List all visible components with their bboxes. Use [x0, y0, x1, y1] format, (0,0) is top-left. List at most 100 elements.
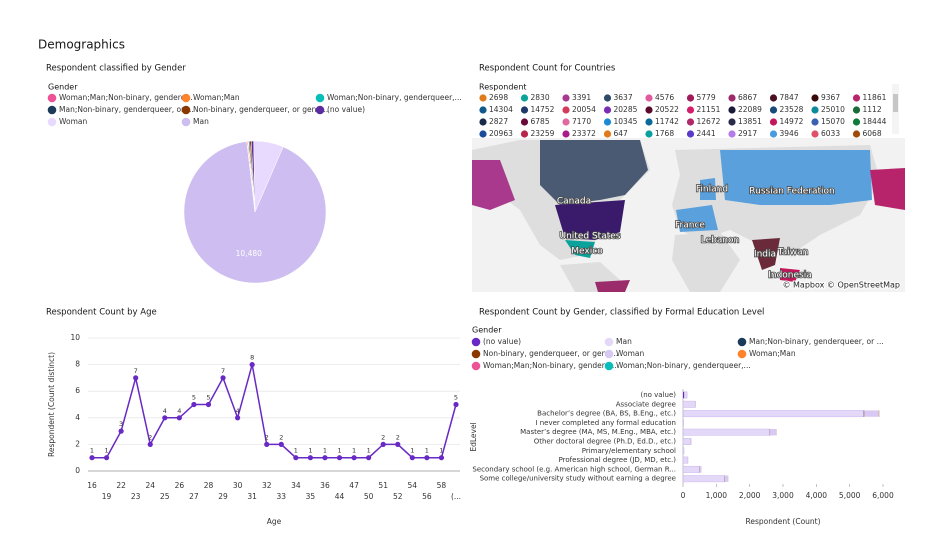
legend-label: 18444 — [863, 117, 887, 126]
legend-label: Woman — [616, 349, 644, 358]
data-label: 5 — [206, 394, 210, 402]
chart-title: Respondent Count for Countries — [479, 64, 616, 74]
data-label: 1 — [104, 447, 108, 455]
legend-label: 2441 — [697, 129, 716, 138]
point — [409, 455, 415, 461]
legend-swatch — [811, 130, 819, 138]
bar-segment — [690, 438, 692, 445]
y-tick-label: 0 — [75, 466, 80, 475]
bar-segment — [725, 475, 729, 482]
point — [438, 455, 445, 461]
country-mexico — [565, 240, 595, 258]
bar-segment — [682, 475, 726, 483]
country-europe — [676, 205, 718, 232]
legend-swatch — [479, 118, 487, 126]
point — [103, 455, 110, 461]
legend-swatch — [603, 118, 612, 126]
x-axis-label: Age — [267, 517, 282, 526]
legend-label: 3391 — [572, 93, 591, 102]
legend-label: 1768 — [655, 129, 674, 138]
legend-label: 2827 — [489, 117, 508, 126]
legend-label: Woman;Man;Non-binary, genderq... — [483, 361, 617, 370]
legend-swatch — [520, 130, 529, 138]
legend-swatch — [737, 349, 747, 359]
point — [133, 375, 139, 381]
bar-segment — [682, 400, 696, 408]
country-canada — [540, 140, 648, 205]
legend-label: 7847 — [780, 93, 799, 102]
map-label: Taiwan — [777, 248, 809, 258]
data-label: 1 — [308, 447, 312, 455]
legend-swatch — [47, 105, 57, 115]
country-india — [752, 238, 780, 270]
map-label: France — [675, 221, 705, 231]
bar-segment — [682, 465, 700, 473]
legend-swatch — [686, 106, 695, 114]
map-label: Canada — [557, 197, 591, 207]
legend-label: Non-binary, genderqueer, or gend... — [483, 349, 618, 358]
point — [453, 401, 459, 408]
data-label: 1 — [410, 447, 414, 455]
legend-label: 23528 — [780, 105, 804, 114]
legend-label: 647 — [614, 129, 629, 138]
legend-label: 2698 — [489, 93, 508, 102]
legend-swatch — [562, 130, 570, 138]
y-tick-label: Other doctoral degree (Ph.D, Ed.D., etc.… — [534, 438, 677, 446]
legend-label: Man — [193, 117, 209, 126]
y-tick-label: (no value) — [640, 391, 676, 399]
data-label: 2 — [279, 433, 283, 441]
legend-swatch — [769, 106, 778, 114]
legend-swatch — [645, 118, 653, 126]
legend-swatch — [728, 130, 736, 138]
bar-segment — [695, 401, 696, 408]
legend-label: 12672 — [697, 117, 721, 126]
bar-segment — [684, 391, 688, 399]
x-axis-label: Respondent (Count) — [745, 517, 820, 526]
map-label: India — [754, 250, 776, 260]
pie-slice — [183, 141, 327, 284]
legend-label: 15070 — [821, 117, 845, 126]
x-tick-label: 1,000 — [706, 491, 728, 500]
legend-swatch — [686, 130, 695, 138]
legend-swatch — [728, 118, 736, 126]
x-tick-label: 5,000 — [839, 491, 861, 500]
legend-swatch — [769, 94, 778, 102]
x-tick-label: 26 — [175, 481, 185, 490]
bar-segment — [682, 447, 685, 455]
y-tick-label: 6 — [75, 386, 80, 395]
legend-label: (no value) — [483, 337, 521, 346]
data-label: 1 — [90, 447, 94, 455]
legend-swatch — [769, 130, 778, 138]
scrollbar-thumb[interactable] — [893, 94, 898, 112]
x-tick-label: 28 — [204, 481, 214, 490]
x-tick-label: 34 — [291, 481, 301, 490]
point — [89, 455, 95, 461]
pie-slice — [250, 140, 256, 213]
bar-segment — [699, 466, 702, 473]
legend-label: 6785 — [531, 117, 550, 126]
legend-label: 10345 — [614, 117, 638, 126]
x-tick-label: 23 — [131, 492, 141, 501]
legend-swatch — [520, 94, 529, 102]
point — [351, 455, 357, 461]
legend-swatch — [562, 118, 570, 126]
legend-swatch — [604, 361, 614, 371]
legend-swatch — [315, 93, 325, 103]
x-tick-label: 4,000 — [806, 491, 828, 500]
x-tick-label: 27 — [189, 492, 199, 501]
legend-label: 11861 — [863, 93, 887, 102]
legend-swatch — [181, 117, 191, 127]
legend-label: 13851 — [738, 117, 762, 126]
x-tick-label: 44 — [335, 492, 345, 501]
page-title: Demographics — [38, 38, 125, 52]
legend-label: 14752 — [531, 105, 555, 114]
x-tick-label: (... — [451, 492, 461, 501]
legend-label: 5779 — [697, 93, 716, 102]
x-tick-label: 56 — [422, 492, 432, 501]
legend-swatch — [852, 130, 861, 138]
data-label: 3 — [119, 420, 123, 428]
legend-swatch — [728, 106, 736, 114]
legend-swatch — [479, 130, 487, 138]
country-russia — [720, 150, 872, 205]
point — [162, 415, 168, 421]
